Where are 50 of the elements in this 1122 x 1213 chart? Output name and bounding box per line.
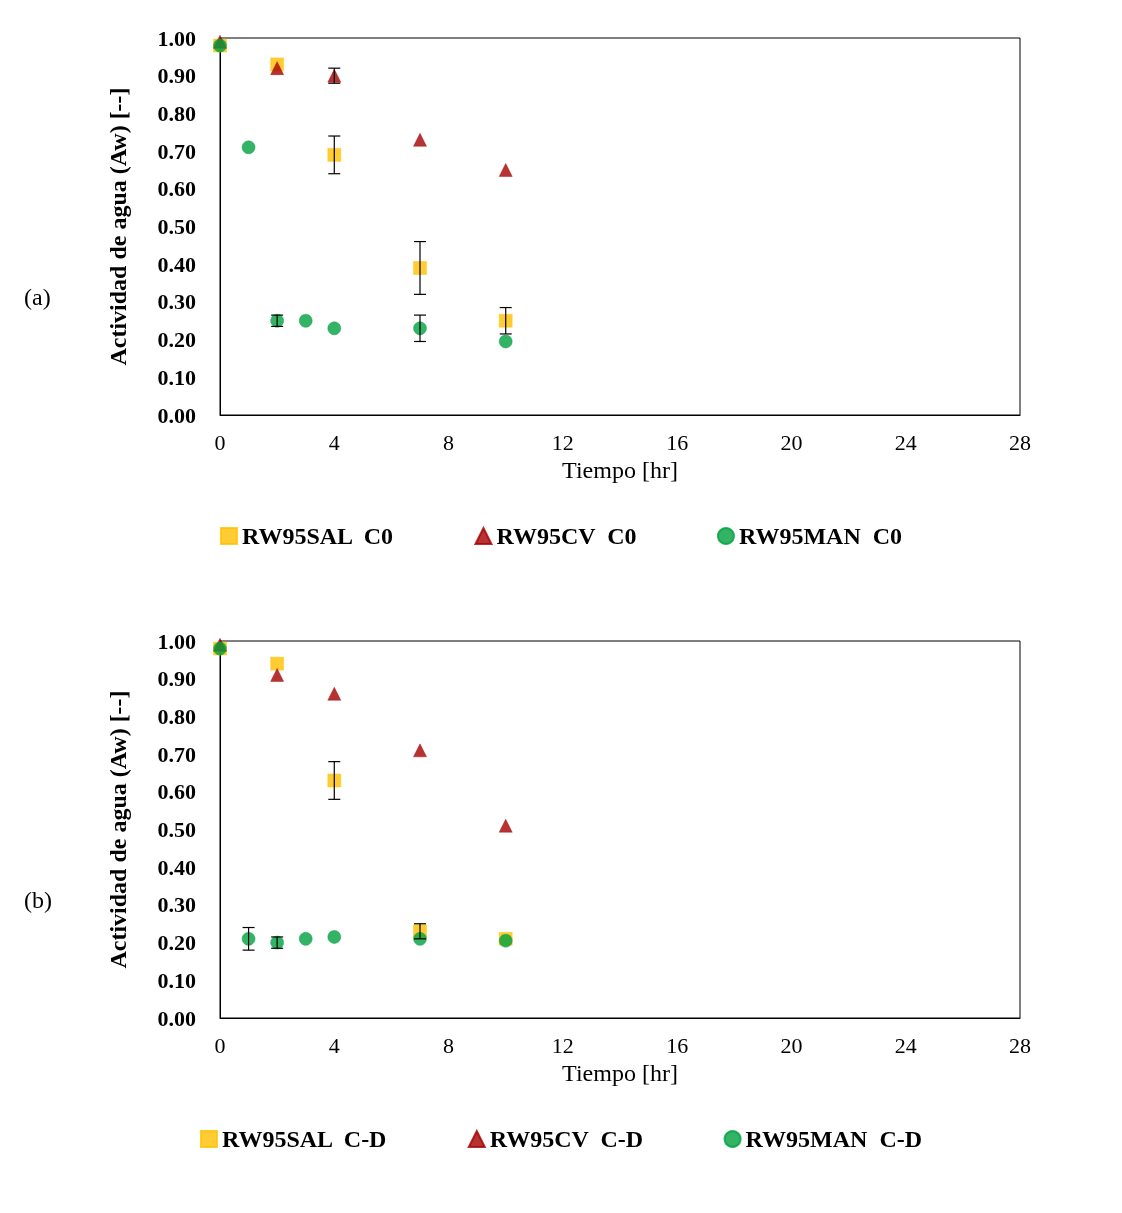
legend-label: RW95MAN C-D bbox=[745, 1126, 923, 1152]
x-tick-label: 28 bbox=[1009, 1032, 1031, 1058]
y-tick-label: 0.60 bbox=[157, 779, 196, 805]
y-tick-label: 1.00 bbox=[157, 25, 196, 51]
x-axis-title: Tiempo [hr] bbox=[562, 1059, 678, 1086]
y-tick-label: 0.20 bbox=[157, 327, 196, 353]
y-tick-label: 0.00 bbox=[157, 402, 196, 428]
text: (b) bbox=[24, 887, 52, 913]
x-tick-label: 16 bbox=[666, 429, 689, 455]
x-tick-label: 4 bbox=[328, 429, 340, 455]
y-axis-title: Actividad de agua (Aw) [--] bbox=[105, 690, 131, 969]
y-tick-label: 0.30 bbox=[157, 289, 196, 315]
x-tick-label: 8 bbox=[443, 429, 455, 455]
x-tick-label: 24 bbox=[894, 429, 917, 455]
x-tick-label: 20 bbox=[780, 1032, 803, 1058]
y-tick-label: 0.00 bbox=[157, 1005, 196, 1031]
y-tick-label: 0.40 bbox=[157, 854, 196, 880]
y-tick-label: 0.50 bbox=[157, 214, 196, 239]
y-tick-label: 0.40 bbox=[157, 251, 196, 277]
y-tick-label: 0.50 bbox=[157, 817, 196, 842]
x-tick-label: 28 bbox=[1009, 429, 1031, 455]
y-axis-title: Actividad de agua (Aw) [--] bbox=[105, 87, 131, 366]
y-tick-label: 0.10 bbox=[157, 364, 196, 390]
legend-label: RW95CV C0 bbox=[496, 523, 637, 549]
x-tick-label: 24 bbox=[894, 1032, 917, 1058]
legend-label: RW95CV C-D bbox=[489, 1126, 644, 1152]
x-tick-label: 12 bbox=[551, 1032, 574, 1058]
x-tick-label: 8 bbox=[443, 1032, 455, 1058]
x-tick-label: 4 bbox=[328, 1032, 340, 1058]
x-tick-label: 12 bbox=[551, 429, 574, 455]
x-tick-label: 16 bbox=[666, 1032, 689, 1058]
y-tick-label: 0.80 bbox=[157, 703, 196, 729]
legend-label: RW95MAN C0 bbox=[738, 523, 903, 549]
y-tick-label: 0.70 bbox=[157, 138, 196, 164]
x-tick-label: 0 bbox=[214, 1032, 226, 1058]
x-tick-label: 0 bbox=[214, 429, 226, 455]
text: (a) bbox=[24, 284, 51, 310]
y-tick-label: 0.70 bbox=[157, 741, 196, 767]
y-tick-label: 0.90 bbox=[157, 63, 196, 89]
y-tick-label: 0.10 bbox=[157, 967, 196, 993]
y-tick-label: 0.20 bbox=[157, 930, 196, 956]
y-tick-label: 0.30 bbox=[157, 892, 196, 918]
y-tick-label: 0.80 bbox=[157, 100, 196, 126]
y-tick-label: 0.60 bbox=[157, 176, 196, 202]
x-tick-label: 20 bbox=[780, 429, 803, 455]
x-axis-title: Tiempo [hr] bbox=[562, 456, 678, 483]
legend-label: RW95SAL C-D bbox=[221, 1126, 387, 1152]
y-tick-label: 0.90 bbox=[157, 666, 196, 692]
legend-label: RW95SAL C0 bbox=[241, 523, 394, 549]
y-tick-label: 1.00 bbox=[157, 628, 196, 654]
